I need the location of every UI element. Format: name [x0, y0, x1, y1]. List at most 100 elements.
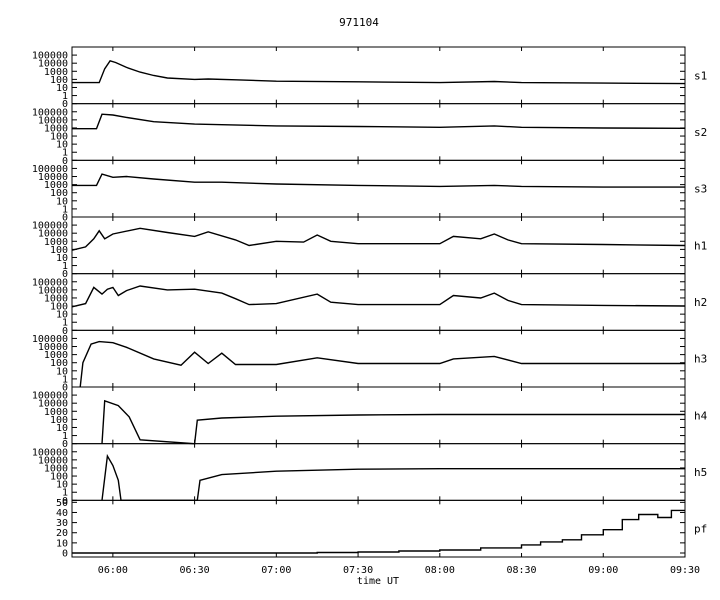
panel-frame	[71, 216, 686, 275]
y-tick-label: 0	[62, 213, 68, 224]
y-tick-label: 100000	[32, 221, 68, 232]
y-tick-label: 100000	[32, 447, 68, 458]
series-line-h2	[71, 285, 686, 308]
series-line-s1	[72, 59, 686, 85]
y-tick-label: 1	[62, 431, 68, 442]
y-tick-label: 1000	[44, 293, 68, 304]
y-tick-label: 10000	[38, 59, 68, 70]
y-tick-label: 100000	[32, 334, 68, 345]
y-tick-label: 1000	[44, 123, 68, 134]
panel-label: h1	[694, 239, 707, 252]
y-tick-label: 100000	[32, 164, 68, 175]
x-tick-label: 06:30	[180, 565, 210, 576]
x-tick-label: 07:00	[261, 565, 291, 576]
panel-frame	[71, 273, 686, 331]
panel-frame	[71, 499, 686, 558]
y-tick-label: 100	[50, 358, 68, 369]
series-line-s2	[72, 113, 686, 130]
y-tick-label: 1000	[44, 67, 68, 78]
panel-label: h3	[694, 353, 707, 366]
y-tick-label: 0	[62, 496, 68, 507]
y-tick-label: 1000	[44, 463, 68, 474]
y-tick-label: 100000	[32, 107, 68, 118]
y-tick-label: 10	[56, 196, 68, 207]
series-line-h3	[79, 340, 685, 388]
y-tick-label: 10	[56, 140, 68, 151]
y-tick-label: 1	[62, 91, 68, 102]
y-tick-label: 10	[56, 538, 68, 549]
series-line-pf	[72, 509, 685, 554]
y-tick-label: 100	[50, 415, 68, 426]
panel-frame	[71, 159, 686, 218]
y-tick-label: 1000	[44, 350, 68, 361]
y-tick-label: 100000	[32, 391, 68, 402]
panel-label: h5	[694, 466, 707, 479]
y-tick-label: 1	[62, 374, 68, 385]
x-tick-label: 09:00	[588, 565, 618, 576]
y-tick-label: 10	[56, 366, 68, 377]
y-tick-label: 20	[56, 528, 68, 539]
x-axis: 06:00 06:30 07:00 07:30 08:00 08:30 09:00 09:30	[98, 565, 700, 576]
y-tick-label: 10000	[38, 115, 68, 126]
y-tick-label: 1	[62, 318, 68, 329]
y-tick-label: 1	[62, 204, 68, 215]
chart-panels: 1000001000010001001010s11000001000010001…	[32, 46, 708, 560]
y-tick-label: 10000	[38, 399, 68, 410]
panel-label: s1	[694, 69, 707, 82]
y-tick-label: 100	[50, 188, 68, 199]
y-tick-label: 10000	[38, 455, 68, 466]
x-tick-label: 08:00	[425, 565, 455, 576]
y-tick-label: 100	[50, 245, 68, 256]
x-axis-label: time UT	[357, 576, 399, 587]
y-tick-label: 0	[62, 383, 68, 394]
x-tick-label: 09:30	[670, 565, 700, 576]
chart-title: 971104	[339, 16, 379, 29]
y-tick-label: 10	[56, 83, 68, 94]
panel-frame	[71, 46, 686, 105]
panel-label: h2	[694, 296, 707, 309]
y-tick-label: 40	[56, 508, 68, 519]
y-tick-label: 10	[56, 310, 68, 321]
y-tick-label: 1	[62, 148, 68, 159]
y-tick-label: 1	[62, 488, 68, 499]
panel-label: s2	[694, 126, 707, 139]
series-line-h4	[101, 399, 685, 445]
y-tick-label: 0	[62, 269, 68, 280]
y-tick-label: 100	[50, 472, 68, 483]
y-tick-label: 0	[62, 156, 68, 167]
y-tick-label: 10	[56, 480, 68, 491]
series-line-s3	[72, 173, 685, 188]
y-tick-label: 100	[50, 302, 68, 313]
y-tick-label: 10	[56, 253, 68, 264]
panel-frame	[71, 329, 686, 388]
panel-frame	[71, 443, 686, 501]
y-tick-label: 100000	[32, 51, 68, 62]
y-tick-label: 10000	[38, 229, 68, 240]
x-tick-label: 07:30	[343, 565, 373, 576]
panel-frame	[71, 103, 686, 161]
x-tick-label: 08:30	[506, 565, 536, 576]
y-tick-label: 0	[62, 439, 68, 450]
y-tick-label: 50	[56, 498, 68, 509]
y-tick-label: 30	[56, 518, 68, 529]
panel-label: h4	[694, 409, 708, 422]
x-tick-label: 06:00	[98, 565, 128, 576]
y-tick-label: 10000	[38, 172, 68, 183]
panel-label: pf	[694, 523, 707, 536]
series-line-h5	[101, 453, 685, 501]
y-tick-label: 0	[62, 326, 68, 337]
y-tick-label: 100000	[32, 277, 68, 288]
y-tick-label: 1	[62, 261, 68, 272]
y-tick-label: 1000	[44, 237, 68, 248]
y-tick-label: 0	[62, 99, 68, 110]
y-tick-label: 1000	[44, 407, 68, 418]
